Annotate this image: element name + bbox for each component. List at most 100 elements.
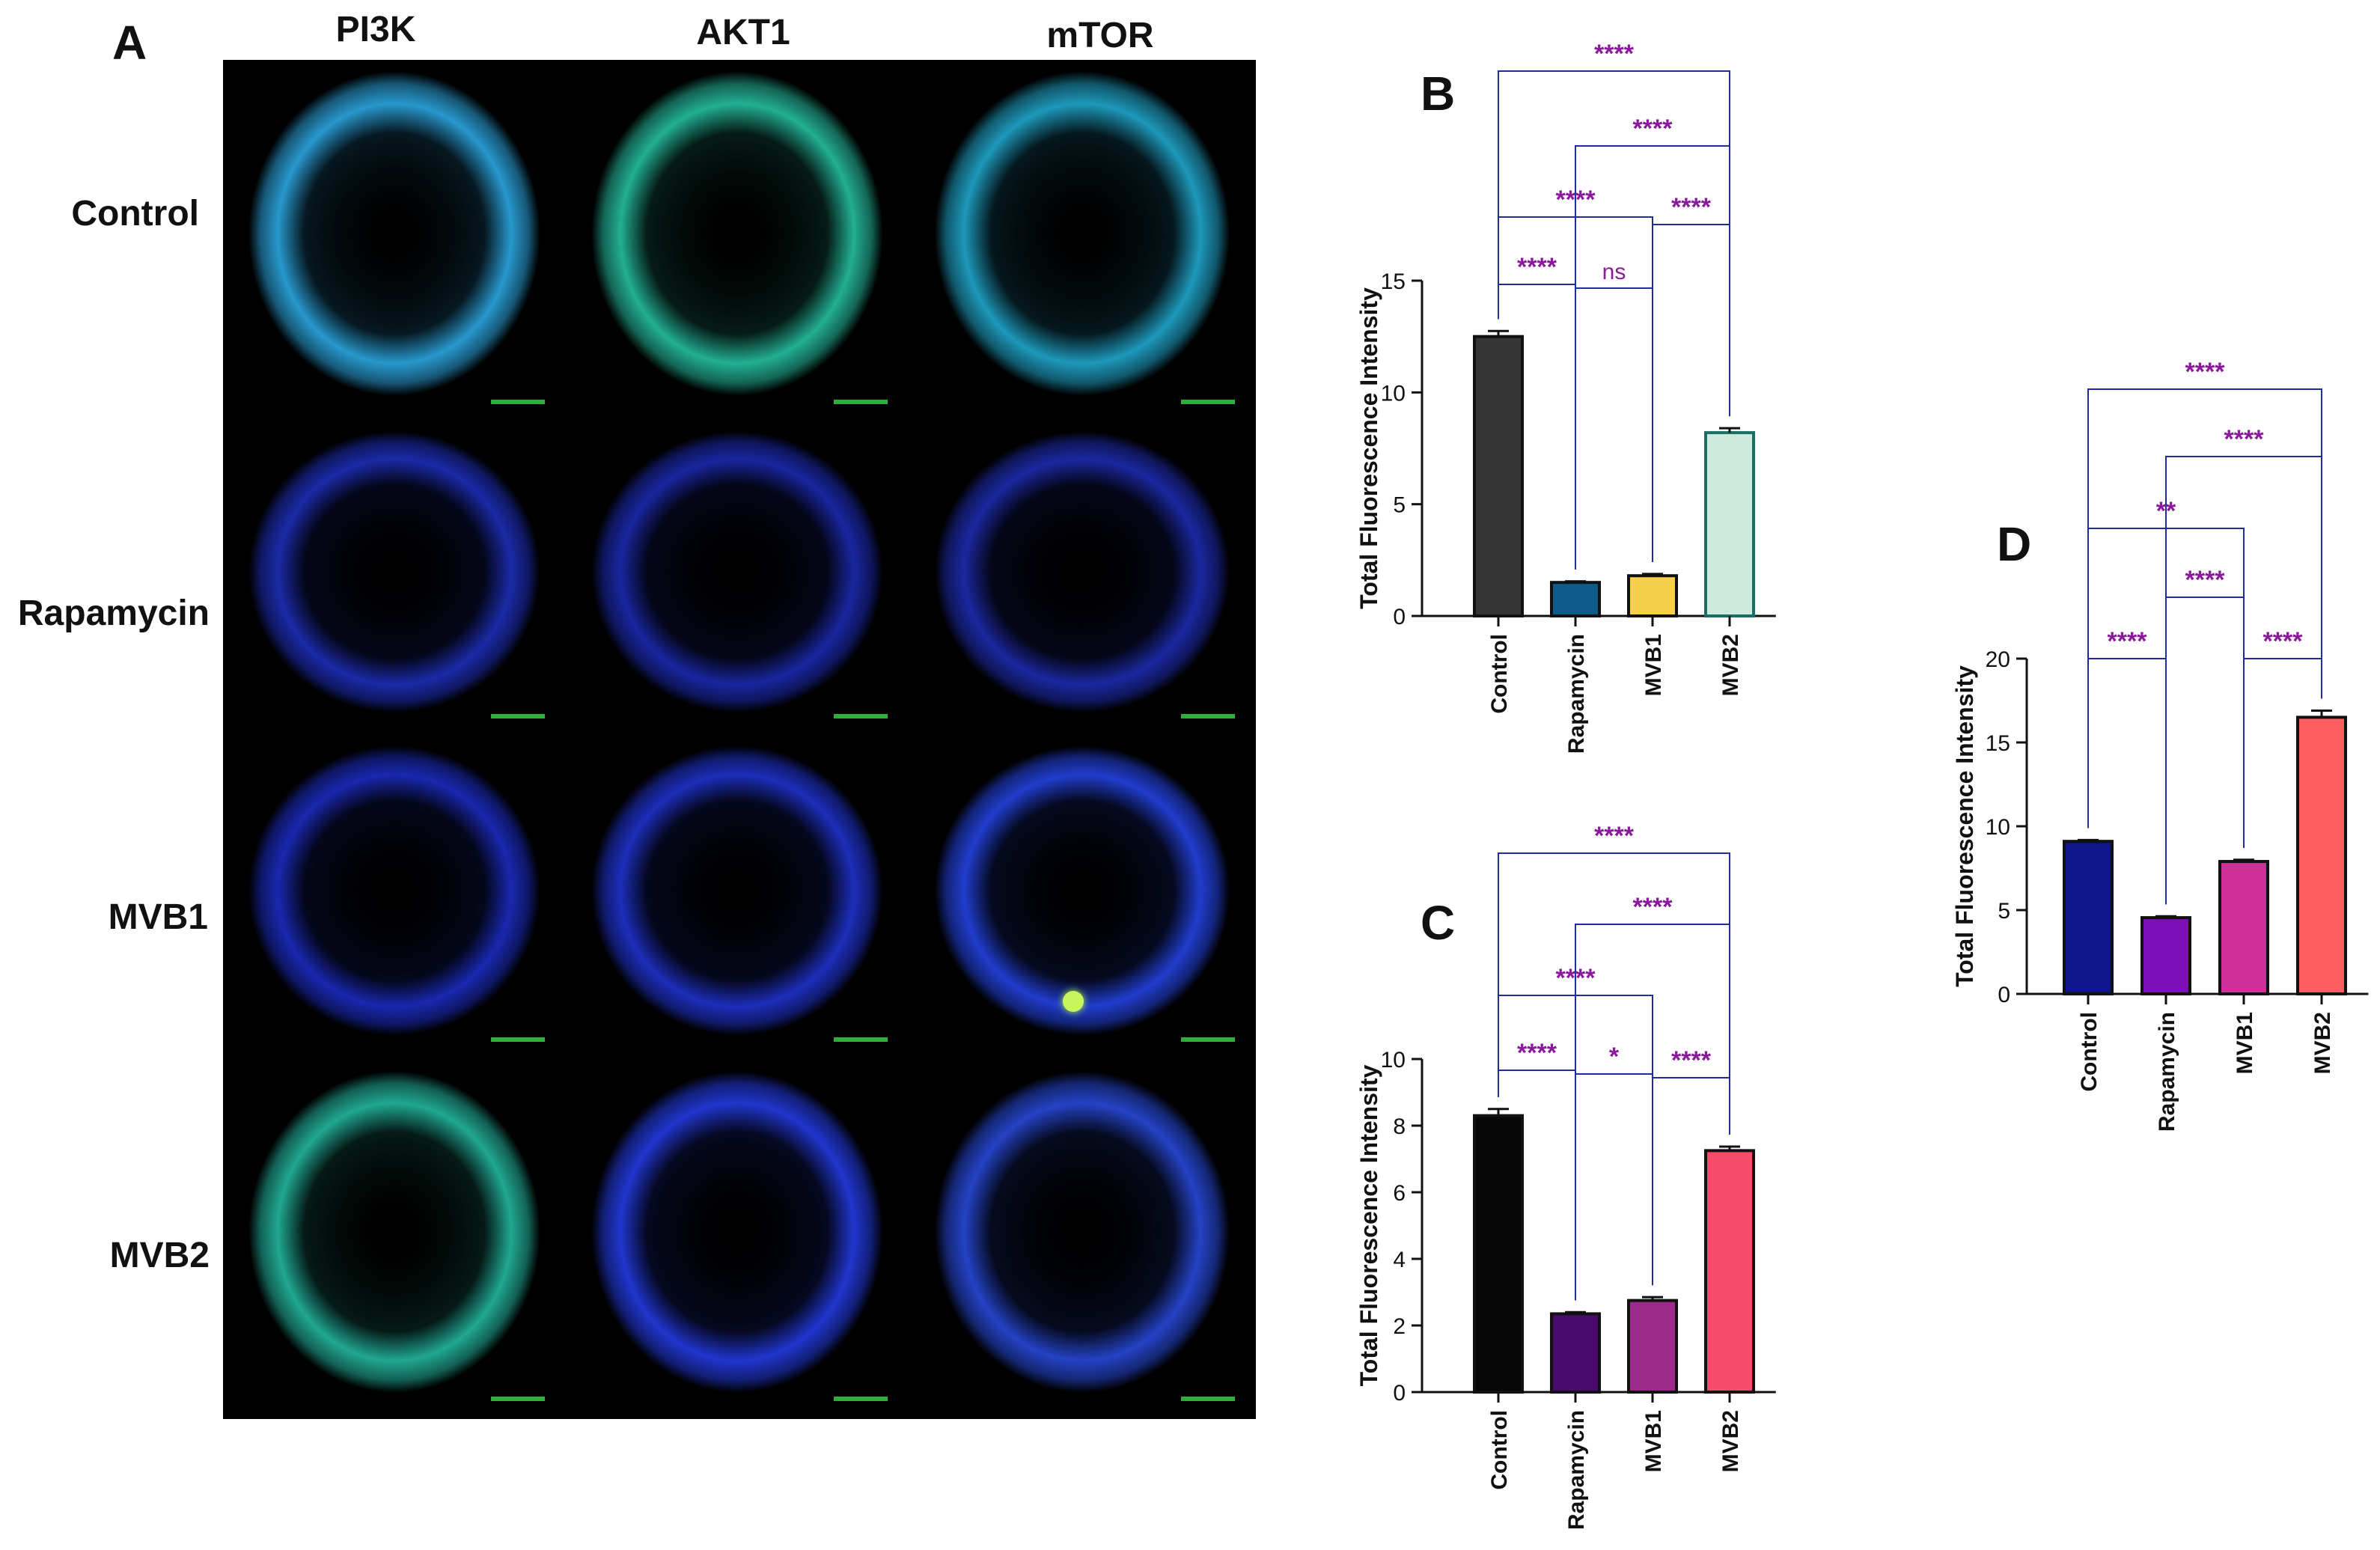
significance-label: **** (1556, 964, 1596, 992)
y-axis-label: Total Fluorescence Intensity (1355, 287, 1382, 609)
significance-label: **** (1556, 186, 1596, 214)
significance-label: **** (1671, 193, 1712, 222)
scale-bar (491, 1037, 545, 1042)
bar-rapamycin (1550, 1312, 1601, 1394)
row-header-rapamycin: Rapamycin (17, 594, 210, 633)
scale-bar (491, 714, 545, 718)
bright-spot (1063, 991, 1084, 1012)
significance-label: ns (1602, 260, 1626, 284)
significance-label: **** (1633, 115, 1673, 143)
significance-bracket (1498, 70, 1730, 417)
significance-label: **** (1594, 822, 1635, 850)
bar-mvb1 (2218, 860, 2269, 995)
y-axis-label: Total Fluorescence Intensity (1355, 1064, 1382, 1386)
significance-label: **** (1594, 40, 1635, 68)
bar-mvb2 (1704, 431, 1755, 617)
y-tick-label: 15 (1986, 731, 2010, 756)
micrograph-control-akt1 (566, 60, 909, 422)
panel-c-letter: C (1421, 896, 1456, 950)
x-tick-label: MVB1 (2233, 1012, 2257, 1074)
scale-bar (834, 1037, 888, 1042)
significance-bracket (1575, 1073, 1653, 1301)
bar-mvb2 (1704, 1149, 1755, 1394)
micrograph-control-mtor (909, 60, 1256, 422)
significance-label: **** (2185, 358, 2226, 386)
panel-b-letter: B (1421, 67, 1456, 120)
significance-label: **** (2263, 627, 2304, 656)
bar-rapamycin (2141, 916, 2191, 996)
scale-bar (834, 714, 888, 718)
micrograph-mvb1-pi3k (223, 736, 566, 1060)
x-tick-label: Rapamycin (1564, 634, 1589, 754)
significance-label: **** (1517, 253, 1557, 281)
y-tick-label: 0 (1998, 983, 2010, 1007)
significance-bracket (2243, 658, 2322, 848)
scale-bar (834, 1397, 888, 1401)
y-tick-label: 20 (1986, 647, 2010, 672)
y-axis-label: Total Fluorescence Intensity (1951, 665, 1978, 987)
row-header-mvb2: MVB2 (109, 1236, 210, 1275)
x-tick-label: MVB2 (2310, 1012, 2335, 1074)
x-tick-label: MVB1 (1641, 634, 1666, 696)
bar-control (1473, 335, 1524, 617)
significance-label: **** (2108, 627, 2148, 656)
x-tick-label: MVB2 (1718, 634, 1743, 696)
x-tick-label: MVB1 (1641, 1410, 1666, 1472)
y-tick-label: 5 (1393, 493, 1406, 518)
y-tick-label: 10 (1381, 381, 1406, 406)
significance-label: **** (1517, 1039, 1557, 1067)
y-tick-label: 5 (1998, 899, 2010, 924)
scale-bar (491, 400, 545, 404)
scale-bar (834, 400, 888, 404)
y-tick-label: 15 (1381, 269, 1406, 294)
x-tick-label: Rapamycin (2155, 1012, 2179, 1132)
significance-label: ** (2156, 497, 2176, 525)
y-tick-label: 6 (1393, 1181, 1406, 1206)
significance-bracket (2165, 596, 2245, 905)
significance-label: **** (2224, 425, 2265, 454)
significance-label: **** (2185, 566, 2226, 594)
y-tick-label: 10 (1381, 1048, 1406, 1073)
bar-mvb1 (1627, 574, 1678, 617)
y-tick-label: 0 (1393, 1381, 1406, 1406)
significance-bracket (2087, 388, 2322, 829)
x-tick-label: Control (2077, 1012, 2102, 1092)
y-tick-label: 2 (1393, 1314, 1406, 1339)
x-tick-label: Rapamycin (1564, 1410, 1589, 1530)
column-header-pi3k: PI3K (335, 10, 416, 49)
significance-bracket (2087, 658, 2167, 905)
bar-rapamycin (1550, 581, 1601, 618)
significance-bracket (1575, 287, 1653, 570)
micrograph-grid (223, 60, 1256, 1419)
bar-mvb1 (1627, 1299, 1678, 1394)
bar-control (1473, 1114, 1524, 1394)
micrograph-mvb2-pi3k (223, 1060, 566, 1419)
panel-a-letter: A (112, 16, 147, 70)
column-header-akt1: AKT1 (696, 13, 790, 52)
x-tick-label: MVB2 (1718, 1410, 1743, 1472)
micrograph-control-pi3k (223, 60, 566, 422)
significance-label: * (1609, 1043, 1620, 1071)
x-tick-label: Control (1487, 634, 1512, 714)
significance-bracket (1652, 1077, 1730, 1286)
micrograph-rapamycin-mtor (909, 422, 1256, 736)
scale-bar (1181, 714, 1235, 718)
significance-bracket (1498, 852, 1730, 1135)
chart-d: 0 5 10 15 20 Total Fluorescence Intensity Cont… (1951, 358, 2369, 1132)
micrograph-mvb2-mtor (909, 1060, 1256, 1419)
significance-label: **** (1671, 1046, 1712, 1075)
bar-mvb2 (2296, 715, 2347, 996)
column-header-mtor: mTOR (1046, 16, 1154, 55)
scale-bar (491, 1397, 545, 1401)
panel-d-letter: D (1997, 517, 2032, 571)
micrograph-rapamycin-akt1 (566, 422, 909, 736)
significance-label: **** (1633, 893, 1673, 921)
bar-control (2063, 840, 2114, 995)
micrograph-rapamycin-pi3k (223, 422, 566, 736)
scale-bar (1181, 1397, 1235, 1401)
row-header-control: Control (71, 194, 199, 234)
y-tick-label: 4 (1393, 1248, 1406, 1272)
row-header-mvb1: MVB1 (108, 897, 208, 937)
